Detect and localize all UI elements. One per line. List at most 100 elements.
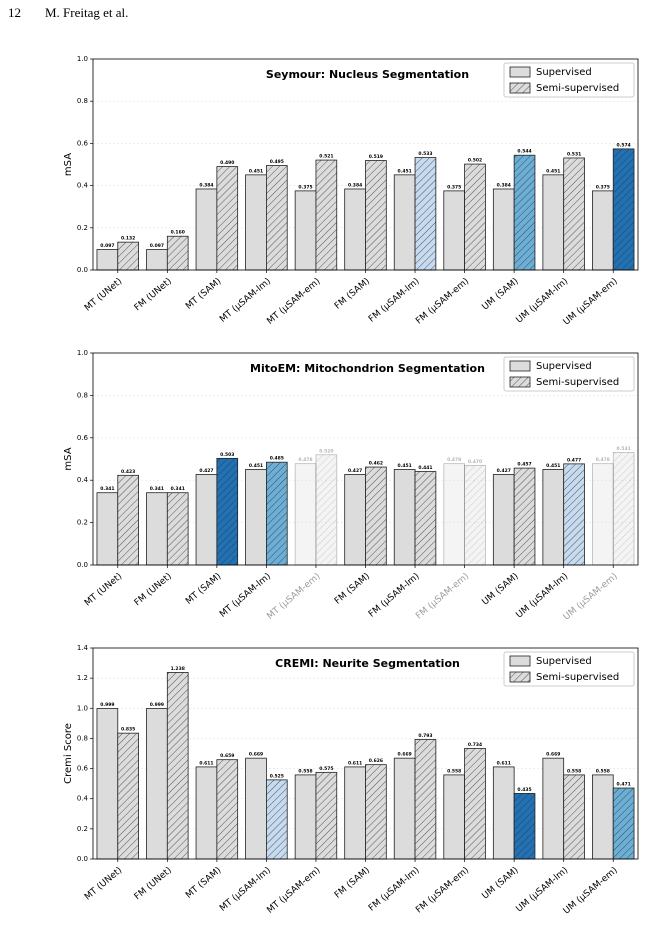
bar [146, 492, 168, 566]
bar [563, 157, 585, 271]
page-number: 12 [8, 5, 21, 20]
legend-box [503, 651, 635, 687]
x-tick-label: FM (SAM) [333, 866, 372, 901]
bar [294, 463, 317, 566]
x-tick-label: FM (µSAM-em) [414, 572, 471, 622]
bar [414, 739, 437, 860]
bar [266, 779, 288, 860]
value-label: 0.519 [369, 154, 383, 160]
bar [195, 188, 218, 271]
bar [146, 708, 168, 860]
bar [365, 160, 387, 271]
value-label: 0.495 [270, 159, 284, 165]
y-tick-label: 0.2 [77, 519, 88, 527]
value-label: 0.477 [567, 457, 581, 463]
x-tick-label: FM (µSAM-em) [414, 866, 471, 916]
x-tick-label: MT (µSAM-lm) [218, 572, 273, 620]
value-label: 0.451 [546, 463, 560, 469]
x-tick-label: UM (µSAM-lm) [515, 572, 571, 621]
legend-swatch [509, 671, 531, 683]
bar [195, 766, 218, 860]
value-label: 0.451 [398, 168, 412, 174]
bar [266, 165, 288, 271]
value-label: 0.457 [517, 462, 531, 468]
value-label: 0.341 [100, 486, 114, 492]
bar [266, 461, 288, 566]
bar [393, 757, 416, 860]
value-label: 0.503 [220, 452, 234, 458]
y-tick-label: 0.0 [77, 561, 88, 569]
bar [592, 774, 614, 860]
y-tick-label: 1.4 [77, 644, 89, 652]
value-label: 1.238 [171, 666, 185, 672]
value-label: 0.160 [171, 230, 185, 236]
value-label: 0.384 [497, 182, 511, 188]
value-label: 0.544 [517, 149, 531, 155]
y-tick-label: 1.0 [77, 704, 88, 712]
x-tick-label: FM (UNet) [133, 572, 174, 609]
y-tick-label: 0.6 [77, 139, 89, 147]
x-tick-label: MT (SAM) [184, 277, 223, 312]
value-label: 0.999 [150, 702, 164, 708]
value-label: 0.471 [617, 782, 631, 788]
bar [216, 457, 239, 566]
value-label: 0.531 [617, 446, 631, 452]
bar [443, 190, 465, 271]
value-label: 0.502 [468, 158, 482, 164]
bar [245, 757, 267, 860]
value-label: 0.531 [567, 151, 581, 157]
x-tick-label: UM (µSAM-lm) [515, 866, 571, 915]
bar [464, 464, 486, 566]
bar [166, 672, 189, 860]
x-tick-label: UM (µSAM-em) [562, 866, 620, 917]
y-tick-label: 0.6 [77, 765, 89, 773]
value-label: 0.533 [418, 151, 432, 157]
value-label: 0.999 [100, 702, 114, 708]
y-tick-label: 0.0 [77, 855, 88, 863]
bar [96, 492, 119, 566]
value-label: 0.451 [398, 463, 412, 469]
bar [414, 471, 437, 566]
axes-frame [92, 58, 639, 271]
bar [563, 774, 585, 860]
bar [344, 766, 366, 860]
bar [216, 166, 239, 271]
y-tick-label: 0.2 [77, 825, 88, 833]
x-tick-label: FM (µSAM-em) [414, 277, 471, 327]
chart-title: Seymour: Nucleus Segmentation [266, 68, 469, 81]
bar [245, 174, 267, 271]
y-tick-label: 0.4 [77, 182, 89, 190]
value-label: 0.485 [270, 456, 284, 462]
bar [294, 190, 317, 271]
x-tick-label: MT (µSAM-em) [265, 572, 322, 622]
y-tick-label: 0.0 [77, 266, 88, 274]
value-label: 0.435 [517, 787, 531, 793]
value-label: 0.462 [369, 461, 383, 467]
bar [542, 757, 565, 860]
value-label: 0.558 [298, 768, 312, 774]
value-label: 0.659 [220, 753, 234, 759]
bar [96, 708, 119, 860]
value-label: 0.375 [596, 184, 610, 190]
value-label: 0.451 [546, 168, 560, 174]
x-tick-label: MT (UNet) [83, 866, 124, 903]
y-tick-label: 1.0 [77, 55, 88, 63]
bar [166, 235, 189, 271]
legend-box [503, 62, 635, 98]
value-label: 0.478 [596, 457, 610, 463]
legend-swatch [509, 66, 531, 78]
y-tick-label: 1.0 [77, 349, 88, 357]
value-label: 0.470 [468, 459, 482, 465]
bar [492, 188, 515, 271]
value-label: 0.427 [497, 468, 511, 474]
y-tick-label: 0.6 [77, 434, 89, 442]
bar [563, 463, 585, 566]
legend-swatch [509, 360, 531, 372]
y-tick-label: 0.8 [77, 97, 88, 105]
bar [216, 759, 239, 860]
bar [393, 468, 416, 566]
x-tick-label: MT (UNet) [83, 277, 124, 314]
axes-frame [92, 352, 639, 566]
value-label: 0.575 [319, 766, 333, 772]
bar [542, 174, 565, 271]
